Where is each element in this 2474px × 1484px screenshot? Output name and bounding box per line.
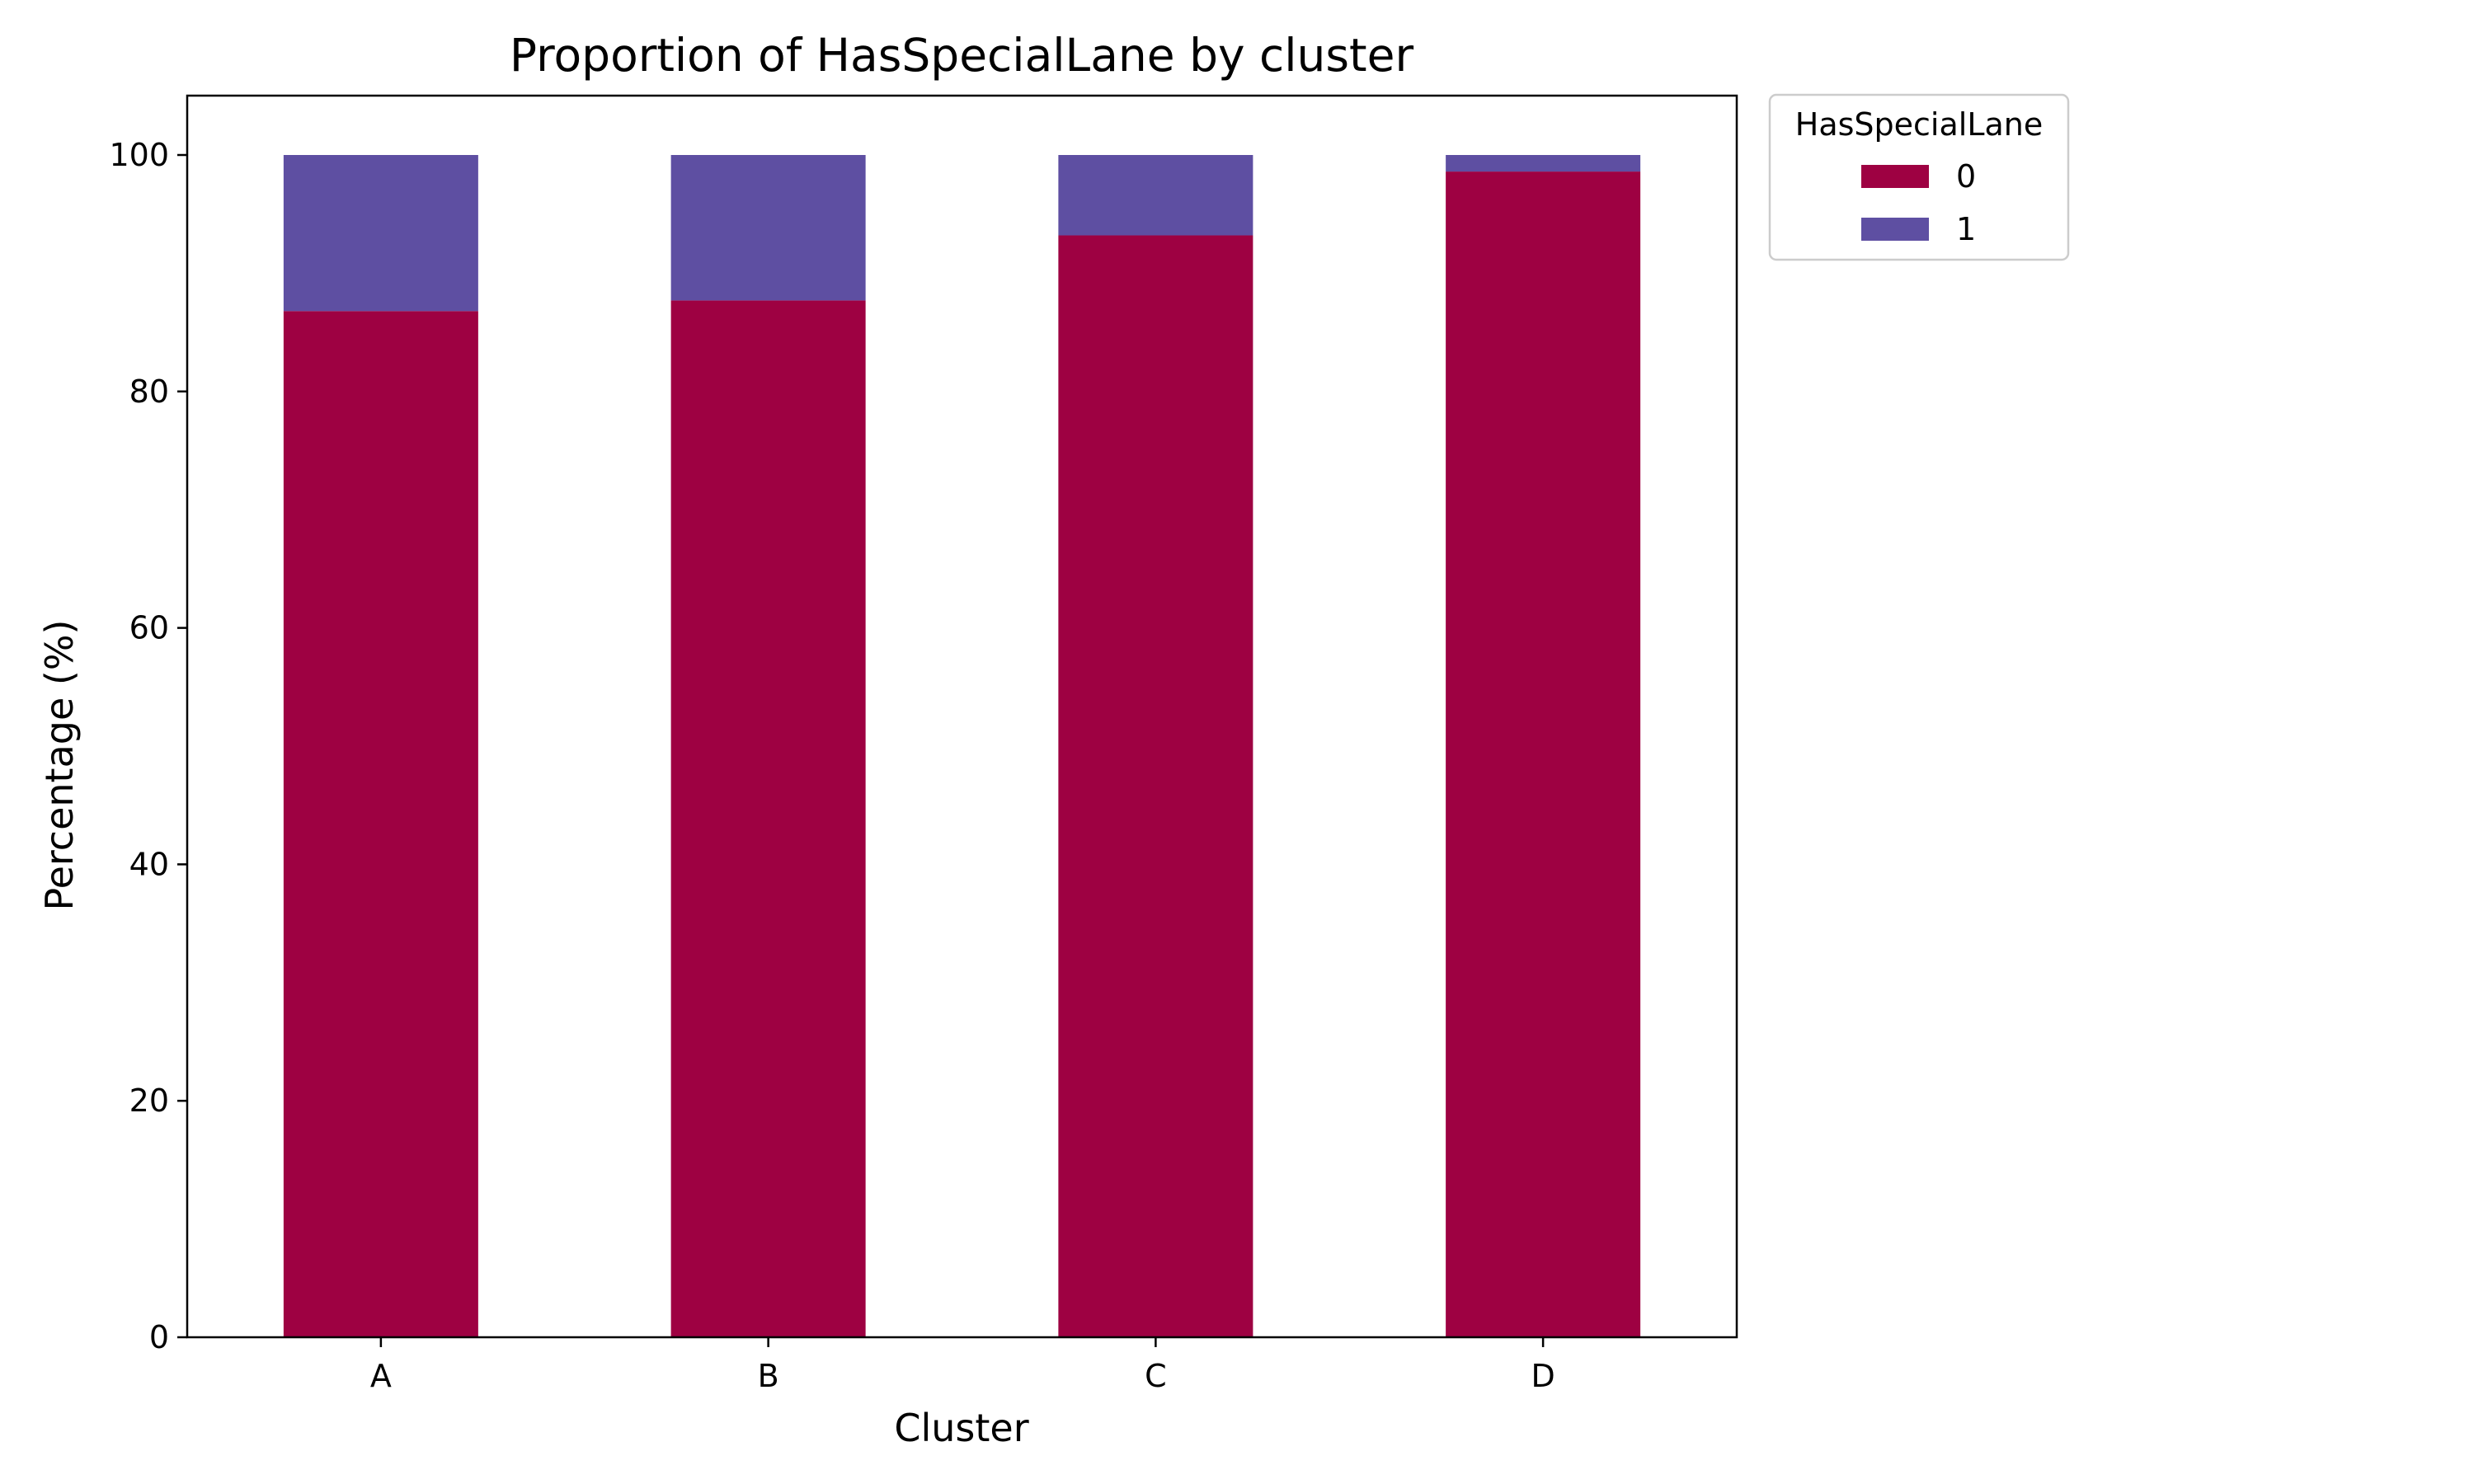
legend: HasSpecialLane 01: [1768, 93, 2070, 261]
bar-c-series-1: [1058, 155, 1253, 236]
bar-b-series-0: [670, 300, 866, 1338]
x-axis-label: Cluster: [894, 1406, 1028, 1450]
legend-swatch-0: [1861, 165, 1929, 188]
legend-swatch-1: [1861, 218, 1929, 241]
legend-label-0: 0: [1956, 158, 1976, 195]
x-tick-label-b: B: [758, 1358, 779, 1394]
y-axis: 0 20 40 60 80 100: [109, 137, 187, 1355]
plot-area-frame: [186, 94, 1738, 1339]
bar-d-series-0: [1446, 171, 1641, 1337]
y-tick-label: 60: [129, 610, 169, 646]
bar-d-series-1: [1446, 155, 1641, 172]
y-tick-label: 40: [129, 846, 169, 882]
y-tick-label: 0: [149, 1319, 169, 1355]
chart-title: Proportion of HasSpecialLane by cluster: [510, 29, 1414, 82]
x-tick-label-c: C: [1145, 1358, 1167, 1394]
y-tick-label: 80: [129, 373, 169, 410]
y-axis-label: Percentage (%): [37, 620, 82, 911]
y-tick-label: 100: [109, 137, 169, 173]
x-tick-label-d: D: [1531, 1358, 1554, 1394]
y-tick-label: 20: [129, 1082, 169, 1119]
bar-a-series-0: [283, 311, 478, 1338]
bar-c-series-0: [1058, 235, 1253, 1338]
legend-entries: 01: [1861, 158, 1976, 247]
bars-layer: [283, 155, 1641, 1338]
bar-b-series-1: [670, 155, 866, 301]
legend-label-1: 1: [1956, 211, 1976, 247]
x-tick-label-a: A: [370, 1358, 392, 1394]
x-axis: A B C D: [370, 1337, 1555, 1394]
bar-a-series-1: [283, 155, 478, 312]
legend-title: HasSpecialLane: [1795, 106, 2044, 143]
